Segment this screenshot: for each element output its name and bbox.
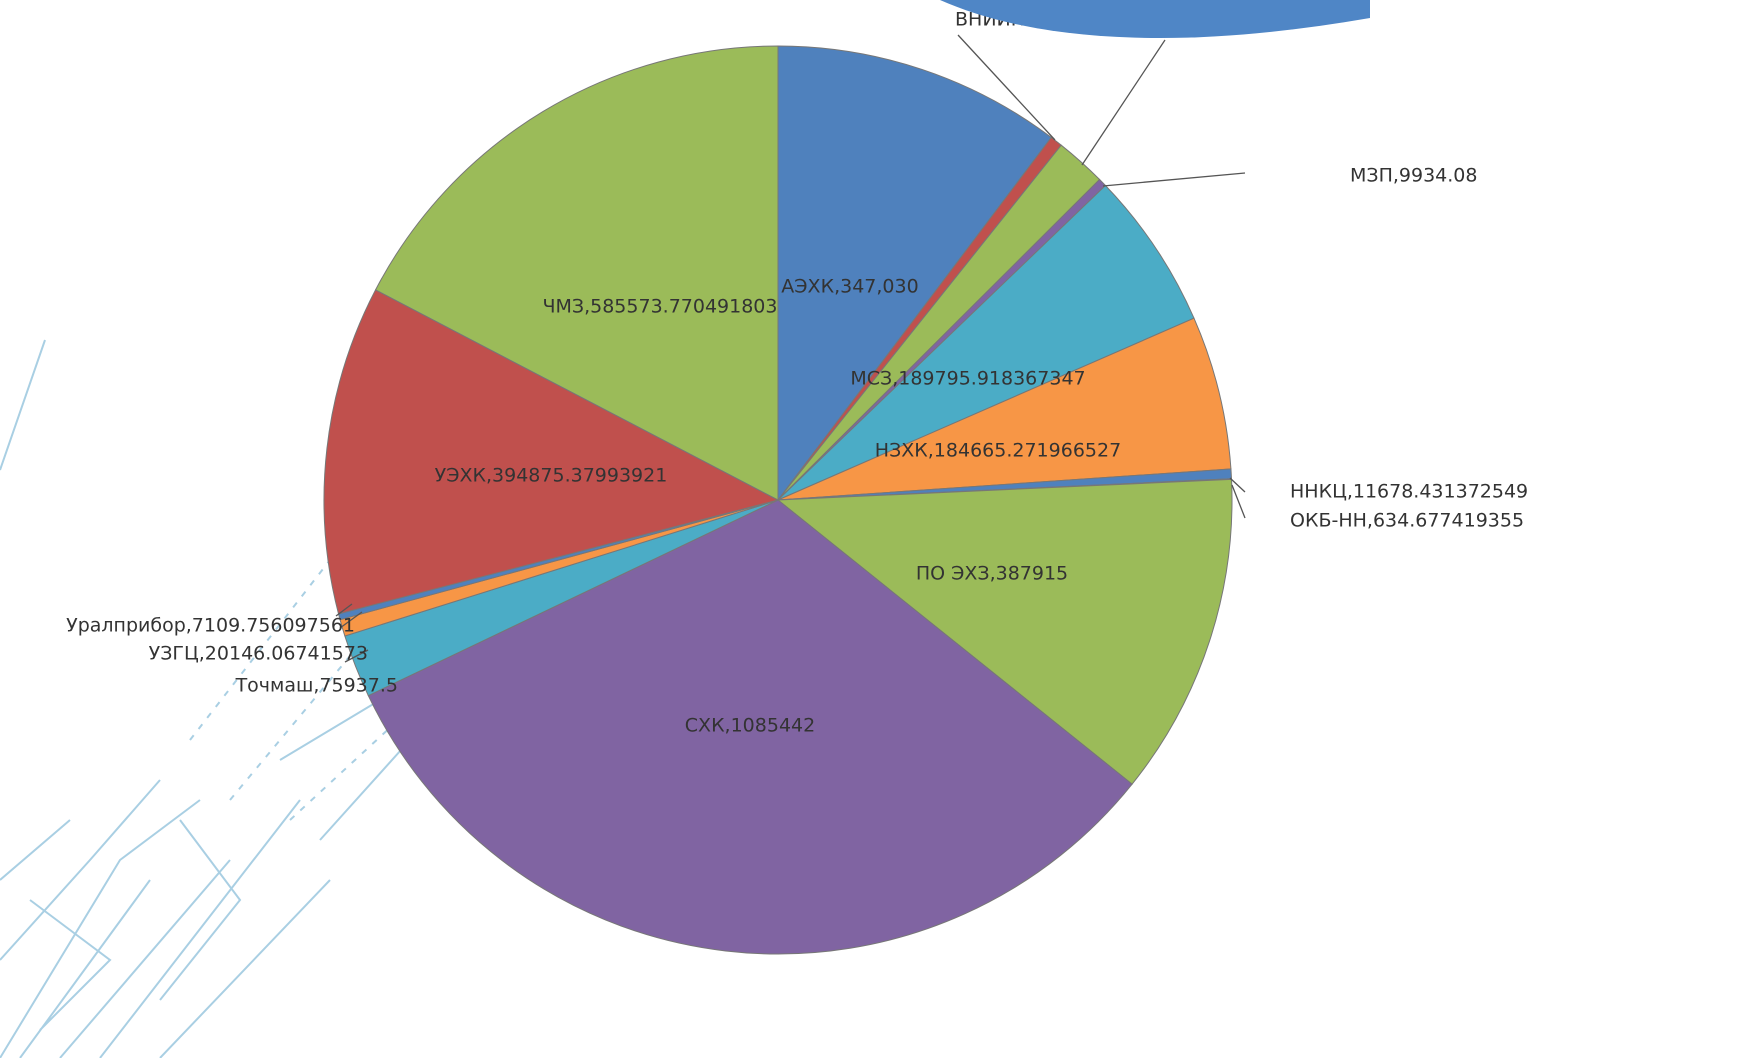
leader-line (344, 649, 369, 663)
background-decoration (0, 339, 421, 1058)
leader-line (1102, 172, 1246, 187)
leader-line (1081, 39, 1166, 166)
pie-slice (367, 499, 1133, 955)
pie-slice (777, 184, 1195, 501)
data-label: НЗХК,184665.271966527 (875, 440, 1121, 462)
data-label: МЗП,9934.08 (1350, 165, 1477, 187)
data-label: Уралприбор,7109.756097561 (66, 615, 355, 637)
pie-slice (776, 478, 1233, 785)
leader-line (957, 34, 1056, 141)
pie-slice (374, 45, 779, 501)
data-label: СХК,1085442 (685, 715, 815, 737)
data-label: АЭХК,347,030 (781, 276, 918, 298)
pie-slice (777, 45, 1052, 502)
top-decoration (940, 0, 1370, 38)
data-label: МСЗ,189795.918367347 (850, 368, 1085, 390)
data-label: Точмаш,75937.5 (235, 675, 398, 697)
pie-slice (777, 317, 1232, 501)
data-label: УЭХК,394875.37993921 (435, 465, 668, 487)
data-label: ЧМЗ,585573.770491803 (542, 296, 777, 318)
data-label: ОКБ-НН,634.677419355 (1290, 510, 1524, 532)
leader-line (1231, 484, 1246, 519)
data-label: ННКЦ,11678.431372549 (1290, 481, 1528, 503)
leader-line (335, 603, 353, 617)
leader-line (1229, 477, 1246, 493)
leader-line (339, 611, 363, 629)
data-label: ПО ЭХЗ,387915 (916, 563, 1068, 585)
pie-slice (323, 289, 780, 615)
data-label: УЗГЦ,20146.06741573 (149, 643, 368, 665)
